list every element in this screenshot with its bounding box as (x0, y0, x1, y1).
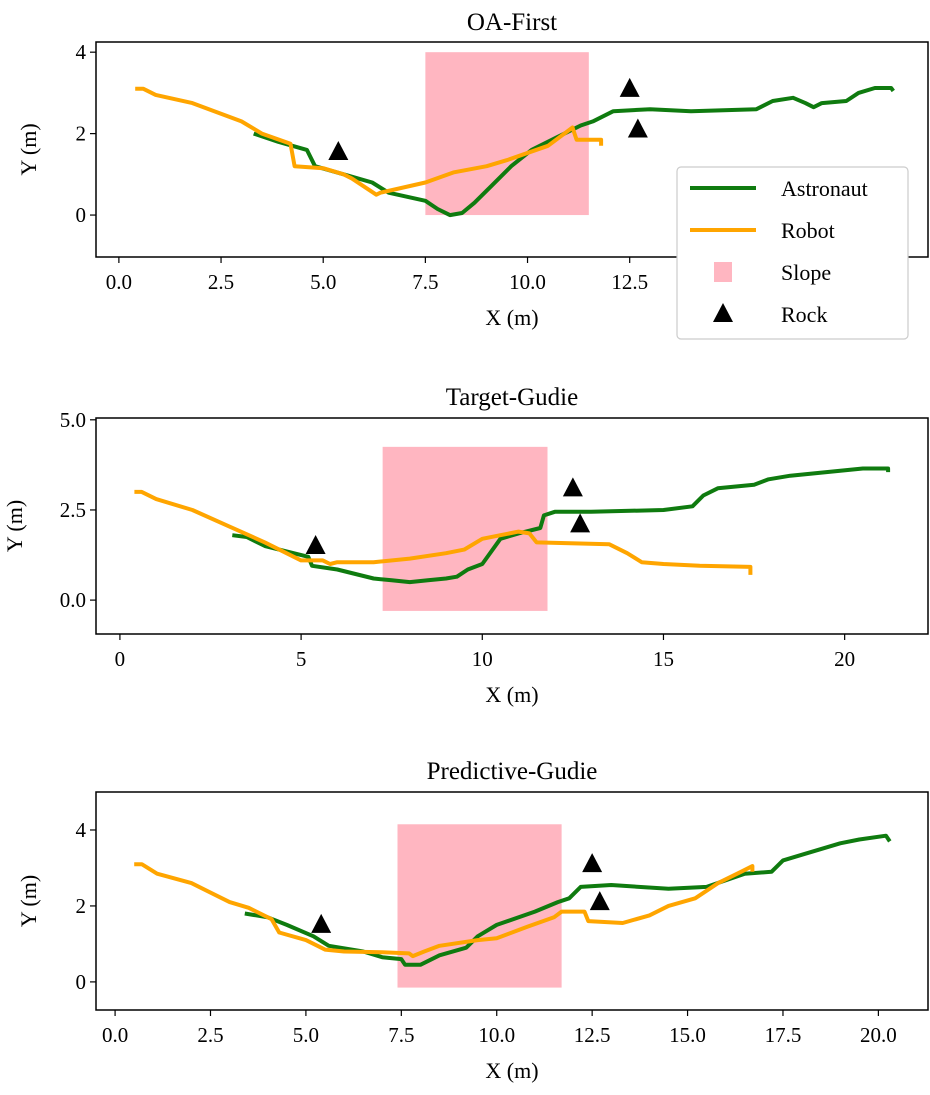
x-tick-label: 2.5 (197, 1023, 223, 1047)
x-tick-label: 5.0 (310, 270, 336, 294)
subplot-2: 0 5 10 15 20 0.0 2.5 5.0 Target-Gudie X (m) Y (m) (2, 384, 929, 707)
y-tick-label: 4 (76, 818, 87, 842)
subplot-title: OA-First (467, 9, 557, 36)
y-tick-label: 2 (76, 894, 87, 918)
subplot-title: Predictive-Gudie (427, 758, 598, 785)
legend-label: Slope (781, 260, 831, 285)
rock-marker (582, 853, 603, 873)
legend: Astronaut Robot Slope Rock (676, 166, 909, 340)
rock-marker (562, 477, 583, 497)
x-tick-label: 7.5 (388, 1023, 414, 1047)
x-tick-label: 0.0 (106, 270, 132, 294)
y-tick-label: 0.0 (60, 588, 86, 612)
x-axis-label: X (m) (485, 305, 538, 330)
y-axis-label: Y (m) (16, 875, 41, 927)
x-tick-label: 17.5 (765, 1023, 802, 1047)
x-tick-label: 20.0 (860, 1023, 897, 1047)
rock-marker (328, 140, 349, 160)
x-tick-label: 12.5 (574, 1023, 611, 1047)
x-tick-label: 15 (653, 647, 674, 671)
y-tick-label: 2.5 (60, 498, 86, 522)
rock-marker (589, 891, 610, 911)
robot-trajectory (134, 862, 755, 959)
y-tick-label: 4 (76, 40, 87, 64)
x-tick-label: 20 (834, 647, 855, 671)
x-axis-label: X (m) (485, 1058, 538, 1083)
x-tick-label: 10.0 (509, 270, 546, 294)
y-axis-label: Y (m) (2, 500, 27, 552)
y-tick-label: 0 (76, 203, 87, 227)
x-tick-label: 7.5 (412, 270, 438, 294)
y-tick-label: 5.0 (60, 408, 86, 432)
legend-rock-marker (713, 303, 733, 322)
x-tick-label: 10 (472, 647, 493, 671)
x-tick-label: 0.0 (102, 1023, 128, 1047)
x-tick-label: 10.0 (478, 1023, 515, 1047)
rock-marker (570, 513, 591, 533)
x-tick-label: 5.0 (293, 1023, 319, 1047)
legend-label: Rock (781, 302, 827, 327)
legend-box (676, 166, 909, 340)
axes-frame (95, 791, 929, 1011)
x-tick-label: 2.5 (208, 270, 234, 294)
astronaut-trajectory (244, 833, 892, 967)
rock-marker (627, 118, 648, 138)
axes-frame (95, 417, 929, 635)
y-tick-label: 0 (76, 970, 87, 994)
slope-region (382, 446, 548, 611)
robot-trajectory (134, 489, 753, 575)
y-axis-label: Y (m) (16, 123, 41, 175)
subplot-1: 0.0 2.5 5.0 7.5 10.0 12.5 0 2 4 OA-First X (m) Y (m… (16, 9, 929, 330)
x-tick-label: 12.5 (611, 270, 648, 294)
robot-trajectory (135, 86, 604, 197)
y-tick-label: 2 (76, 122, 87, 146)
x-tick-label: 5 (296, 647, 307, 671)
axes-frame (95, 41, 929, 258)
legend-slope-swatch (714, 262, 732, 282)
x-axis-label: X (m) (485, 682, 538, 707)
subplot-title: Target-Gudie (446, 384, 578, 411)
legend-label: Robot (781, 218, 835, 243)
rock-marker (311, 913, 332, 933)
x-tick-label: 15.0 (669, 1023, 706, 1047)
x-tick-label: 0 (115, 647, 126, 671)
legend-label: Astronaut (781, 176, 868, 201)
subplot-3: 0.0 2.5 5.0 7.5 10.0 12.5 15.0 17.5 20.0 0 2 4 Predi… (16, 758, 929, 1083)
astronaut-trajectory (232, 466, 891, 585)
rock-marker (619, 77, 640, 97)
rock-marker (305, 535, 326, 555)
